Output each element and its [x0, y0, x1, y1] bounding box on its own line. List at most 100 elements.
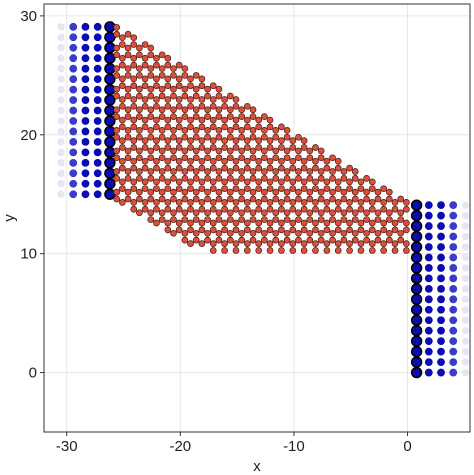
scattering-atom [221, 185, 228, 193]
left-lead-atom [104, 31, 116, 43]
scattering-atom [403, 205, 410, 213]
left-lead-atom [81, 85, 90, 94]
scattering-atom [198, 240, 206, 247]
scattering-atom [266, 247, 274, 254]
scattering-atom [158, 175, 166, 182]
left-lead-atom [93, 148, 102, 157]
scattering-atom [198, 178, 206, 186]
x-tick-label: 0 [403, 438, 411, 455]
scattering-atom [204, 147, 211, 155]
scattering-atom [346, 178, 353, 186]
scattering-atom [334, 185, 342, 193]
scattering-atom [232, 205, 240, 213]
scattering-atom [243, 178, 251, 186]
scattering-atom [232, 185, 240, 193]
scattering-atom [181, 133, 189, 141]
left-lead-atom [93, 43, 102, 52]
scattering-atom [351, 236, 359, 244]
scattering-atom [119, 123, 126, 131]
left-lead-atom [69, 54, 78, 63]
scattering-atom [192, 106, 200, 114]
scattering-atom [175, 102, 183, 110]
scattering-atom [153, 219, 160, 227]
scattering-atom [295, 229, 302, 237]
scattering-atom [141, 199, 149, 206]
scattering-atom [175, 116, 183, 124]
scattering-atom [295, 175, 302, 182]
scattering-atom [130, 178, 138, 186]
scattering-atom [255, 137, 263, 144]
scattering-atom [346, 205, 353, 213]
scattering-atom [323, 164, 331, 172]
scattering-atom [306, 175, 314, 182]
right-lead-atom [437, 316, 445, 325]
scattering-atom [306, 236, 314, 244]
scattering-atom [147, 133, 155, 141]
scattering-atom [385, 229, 393, 237]
scattering-atom [226, 188, 234, 196]
scattering-atom [385, 195, 393, 203]
left-lead-atom [104, 83, 116, 96]
scattering-atom [374, 209, 382, 217]
scattering-atom [289, 199, 297, 206]
scattering-atom [130, 96, 138, 103]
scattering-atom [164, 226, 172, 234]
scattering-atom [153, 185, 160, 193]
scattering-atom [124, 175, 132, 182]
scattering-atom [317, 195, 325, 203]
scattering-atom [329, 154, 336, 162]
scattering-atom [215, 209, 223, 217]
scattering-atom [255, 178, 263, 186]
right-lead-atom [424, 211, 433, 220]
scattering-atom [368, 185, 376, 193]
right-lead-atom [424, 347, 433, 356]
x-tick-label: -20 [169, 438, 191, 455]
left-lead-atom [93, 179, 102, 188]
left-lead-atom [93, 190, 102, 199]
scattering-atom [119, 178, 126, 186]
scattering-atom [113, 133, 121, 141]
scattering-atom [141, 164, 149, 172]
scattering-atom [357, 178, 365, 186]
right-lead-atom [410, 325, 423, 337]
scattering-atom [136, 147, 143, 155]
scattering-atom [255, 185, 263, 193]
scattering-atom [306, 188, 314, 196]
scattering-atom [204, 85, 211, 93]
left-lead-atom [69, 85, 78, 94]
scattering-atom [368, 199, 376, 206]
right-lead-atom [424, 305, 433, 314]
left-lead-atom [81, 106, 90, 115]
right-lead-atom [461, 274, 470, 283]
scattering-atom [278, 185, 285, 193]
scattering-atom [192, 154, 200, 162]
scattering-atom [136, 65, 143, 72]
scattering-atom [124, 106, 132, 114]
scattering-atom [215, 168, 223, 175]
scattering-atom [175, 226, 183, 234]
scattering-atom [141, 178, 149, 186]
scattering-atom [300, 205, 308, 213]
scattering-atom [170, 216, 177, 223]
left-lead-atom [81, 64, 90, 73]
scattering-atom [363, 236, 370, 244]
scattering-atom [226, 154, 234, 162]
scattering-atom [198, 199, 206, 206]
scattering-atom [346, 247, 353, 254]
scattering-atom [261, 126, 268, 134]
left-lead-atom [57, 190, 65, 198]
scattering-atom [261, 195, 268, 203]
scattering-atom [158, 216, 166, 223]
scattering-atom [119, 144, 126, 151]
scattering-atom [243, 164, 251, 172]
scattering-atom [261, 133, 268, 141]
right-lead-atom [424, 295, 433, 304]
right-lead-atom [449, 201, 458, 210]
scattering-atom [147, 188, 155, 196]
scattering-atom [226, 175, 234, 182]
right-lead-atom [437, 264, 445, 272]
scattering-atom [158, 51, 166, 59]
scattering-atom [323, 247, 331, 254]
scattering-atom [113, 85, 121, 93]
scattering-atom [187, 178, 194, 186]
